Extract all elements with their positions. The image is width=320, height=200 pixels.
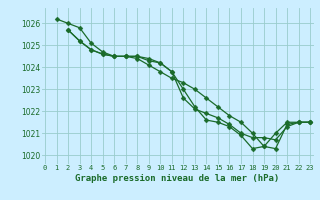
X-axis label: Graphe pression niveau de la mer (hPa): Graphe pression niveau de la mer (hPa)	[76, 174, 280, 183]
